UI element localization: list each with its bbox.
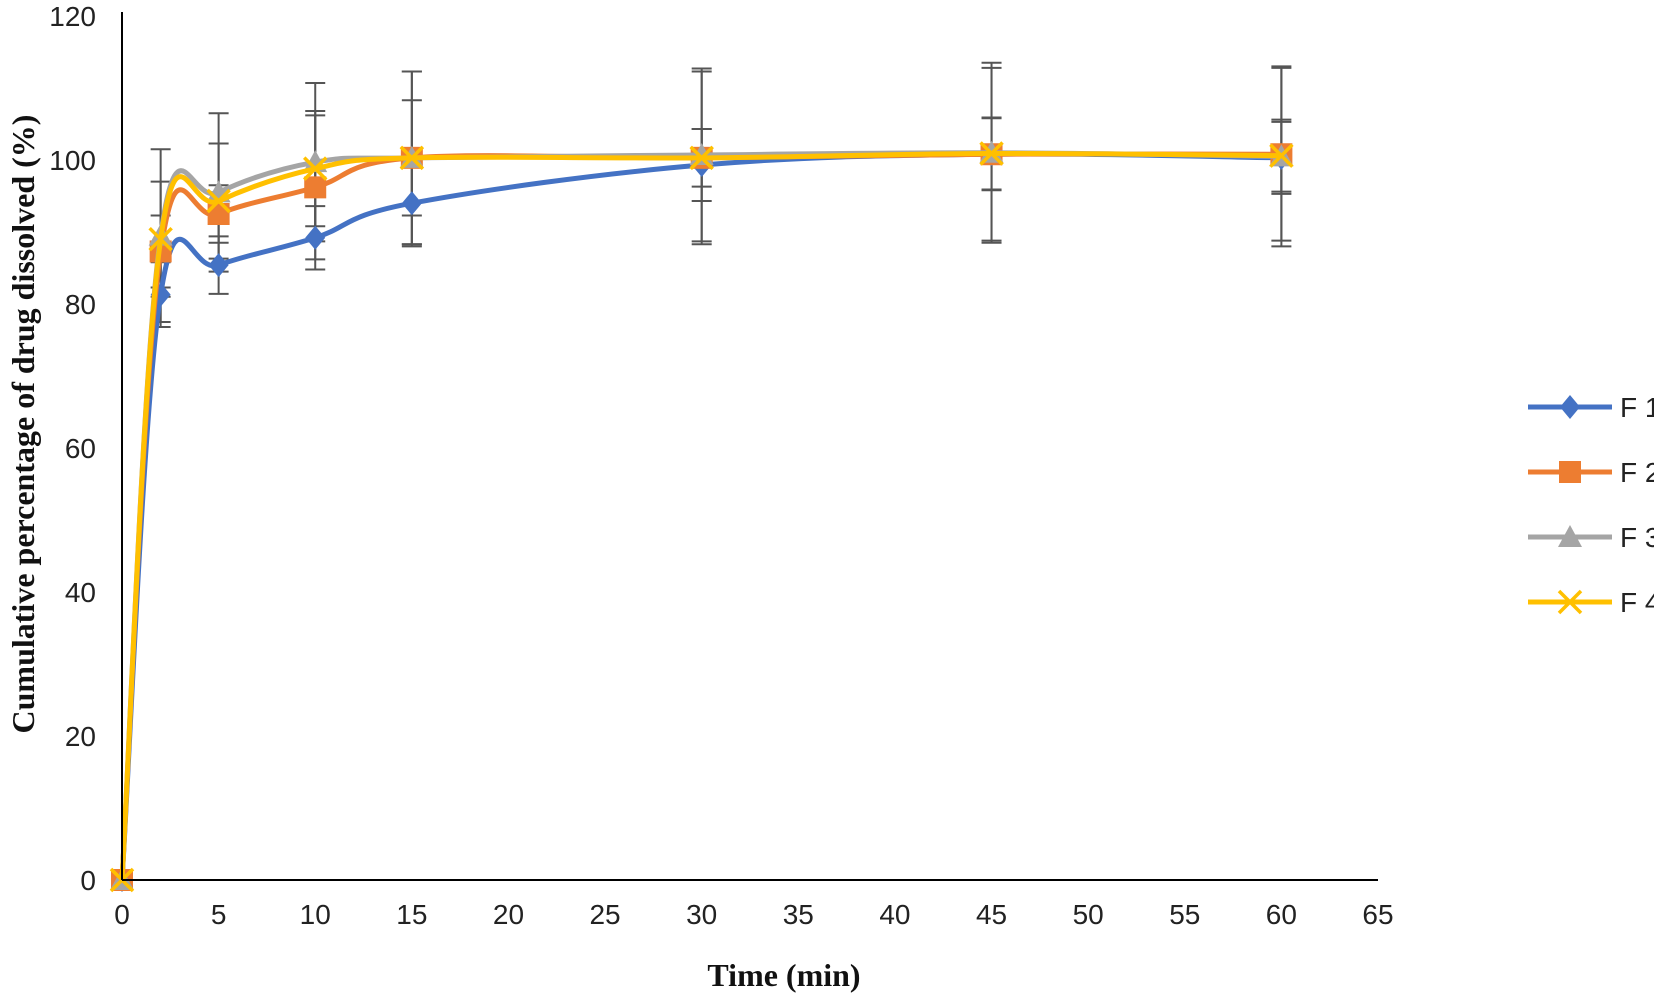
x-tick-label: 40 [879,899,910,930]
series-line-f2 [119,151,1282,881]
legend-label-f4: F 4 [1620,587,1654,618]
data-point-f1 [208,253,229,278]
x-tick-label: 55 [1169,899,1200,930]
y-tick-label: 60 [65,433,96,464]
y-axis-title: Cumulative percentage of drug dissolved … [5,115,41,734]
data-point-f4 [689,145,714,171]
legend-marker-f3 [1558,525,1582,547]
x-tick-label: 45 [976,899,1007,930]
x-marker-stroke [302,156,328,181]
x-tick-label: 25 [589,899,620,930]
y-tick-label: 0 [80,865,96,896]
axes [121,12,1378,881]
legend-label-f2: F 2 [1620,457,1654,488]
series-line-f3 [119,150,1282,881]
x-tick-label: 30 [686,899,717,930]
series-lines [109,140,1294,893]
x-tick-label: 20 [493,899,524,930]
x-marker-stroke [148,226,173,252]
x-tick-label: 15 [396,899,427,930]
x-marker-stroke [399,145,425,171]
x-tick-label: 50 [1073,899,1104,930]
data-point-f4 [1269,143,1294,168]
x-marker-stroke [206,188,231,214]
x-tick-label: 0 [114,899,130,930]
legend-marker-f2 [1559,461,1581,483]
data-point-f4 [148,226,173,252]
x-marker-stroke [979,141,1004,166]
y-tick-label: 100 [49,145,96,176]
x-tick-label: 60 [1266,899,1297,930]
x-marker-stroke [1269,143,1294,168]
series-line-f4 [119,150,1282,881]
tick-labels: 0 5 10 15 20 25 30 35 40 45 50 55 60 65 0 20 40 60 80 100 12… [49,1,1393,930]
x-marker-stroke [689,145,714,171]
x-tick-label: 65 [1362,899,1393,930]
legend: F 1 F 2 F 3 F 4 [1528,392,1654,618]
data-point-f1 [305,225,326,250]
x-tick-label: 5 [211,899,227,930]
data-point-f4 [302,156,328,181]
y-tick-label: 20 [65,721,96,752]
y-tick-label: 80 [65,289,96,320]
x-tick-label: 10 [300,899,331,930]
y-tick-label: 40 [65,577,96,608]
legend-marker-f1 [1560,395,1580,419]
x-tick-label: 35 [783,899,814,930]
series-line-f1 [119,151,1282,881]
y-tick-label: 120 [49,1,96,32]
legend-label-f3: F 3 [1620,522,1654,553]
data-point-f4 [399,145,425,171]
data-point-f4 [979,141,1004,166]
x-marker-stroke [1557,589,1583,615]
data-point-f1 [401,191,422,216]
x-axis-title: Time (min) [707,957,860,993]
data-point-f4 [206,188,231,214]
data-point-f2 [304,176,327,199]
legend-label-f1: F 1 [1620,392,1654,423]
legend-marker-f4 [1557,589,1583,615]
